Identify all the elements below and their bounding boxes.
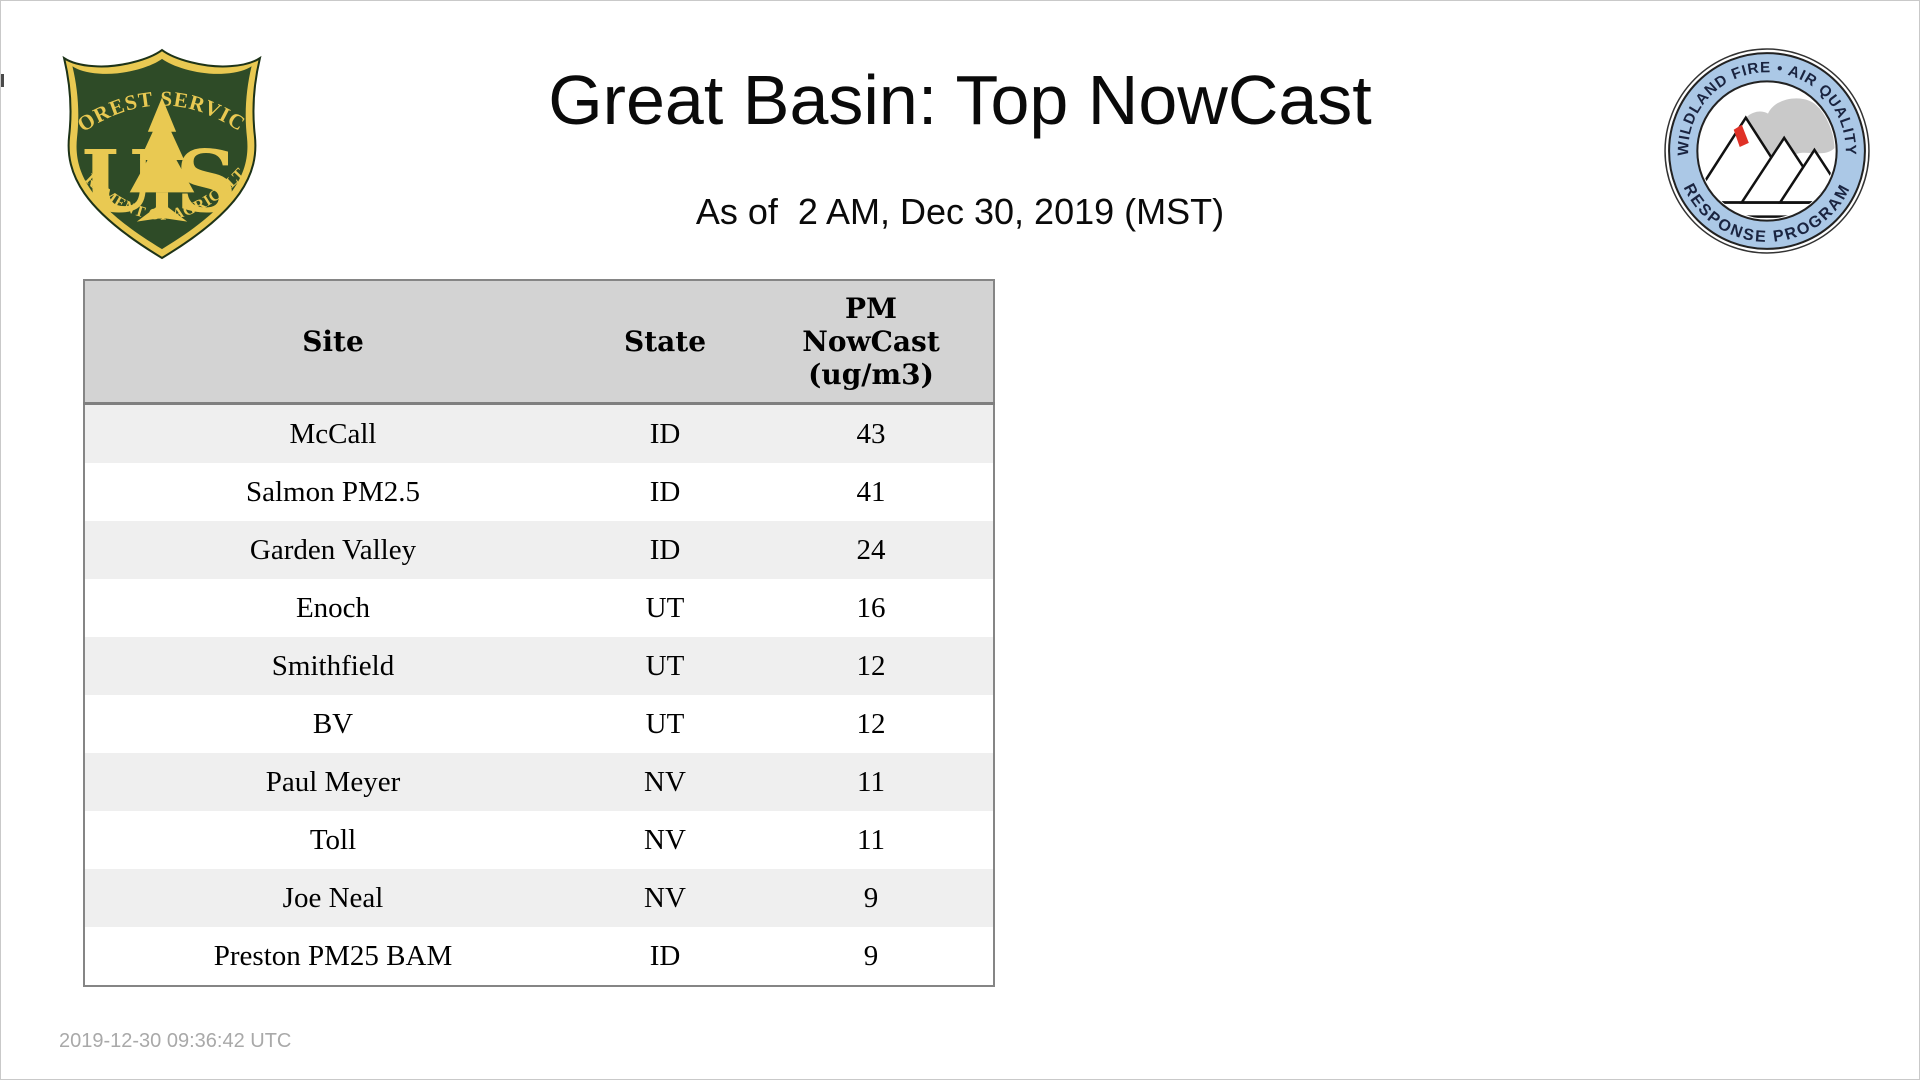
site-cell: Preston PM25 BAM xyxy=(213,939,453,972)
state-cell: ID xyxy=(649,475,681,508)
state-cell: NV xyxy=(644,881,686,914)
site-cell: Garden Valley xyxy=(249,533,417,566)
value-cell: 9 xyxy=(863,881,879,914)
footer-timestamp: 2019-12-30 09:36:42 UTC xyxy=(59,1030,292,1052)
value-cell: 12 xyxy=(856,707,886,740)
state-cell: ID xyxy=(649,417,681,450)
value-cell: 12 xyxy=(856,649,886,682)
nowcast-table: Site State PM NowCast (ug/m3) McCall ID … xyxy=(83,279,995,987)
table-row: McCall ID 43 xyxy=(84,403,994,463)
state-cell: UT xyxy=(645,591,685,624)
state-cell: NV xyxy=(644,765,686,798)
edge-artifact xyxy=(1,74,4,87)
usfs-logo: FOREST SERVICE U S DEPARTMENT OF AGRICUL… xyxy=(59,47,262,260)
pine-tree-icon xyxy=(129,97,195,222)
table-row: Salmon PM2.5 ID 41 xyxy=(84,463,994,521)
site-cell: Smithfield xyxy=(271,649,395,682)
value-cell: 43 xyxy=(856,417,886,450)
col-header-pm-nowcast: PM NowCast (ug/m3) xyxy=(749,280,994,405)
value-cell: 11 xyxy=(857,823,885,856)
state-cell: UT xyxy=(645,649,685,682)
value-cell: 41 xyxy=(856,475,886,508)
table-row: Toll NV 11 xyxy=(84,811,994,869)
value-cell: 9 xyxy=(863,939,879,972)
site-cell: Salmon PM2.5 xyxy=(245,475,421,508)
pm-header-line1: PM xyxy=(844,291,898,325)
table-row: Smithfield UT 12 xyxy=(84,637,994,695)
site-cell: Paul Meyer xyxy=(265,765,401,798)
table-row: Paul Meyer NV 11 xyxy=(84,753,994,811)
pm-header-line2: NowCast xyxy=(802,324,940,358)
table-row: BV UT 12 xyxy=(84,695,994,753)
col-header-site: Site xyxy=(84,280,581,405)
site-cell: Toll xyxy=(309,823,357,856)
table-row: Joe Neal NV 9 xyxy=(84,869,994,927)
value-cell: 24 xyxy=(856,533,886,566)
state-cell: ID xyxy=(649,939,681,972)
state-cell: UT xyxy=(645,707,685,740)
pm-header-line3: (ug/m3) xyxy=(808,358,934,392)
state-cell: ID xyxy=(649,533,681,566)
site-cell: McCall xyxy=(289,417,377,450)
site-cell: BV xyxy=(312,707,354,740)
page-title: Great Basin: Top NowCast xyxy=(548,61,1372,139)
site-cell: Joe Neal xyxy=(282,881,384,914)
col-header-state: State xyxy=(581,280,749,405)
wfaqrp-logo: WILDLAND FIRE • AIR QUALITY RESPONSE PRO… xyxy=(1664,48,1870,254)
site-cell: Enoch xyxy=(295,591,371,624)
flame-icon xyxy=(1733,124,1749,147)
table-row: Preston PM25 BAM ID 9 xyxy=(84,927,994,986)
table-row: Garden Valley ID 24 xyxy=(84,521,994,579)
smoke-plume xyxy=(1739,98,1835,158)
page-subtitle: As of 2 AM, Dec 30, 2019 (MST) xyxy=(695,191,1225,232)
value-cell: 11 xyxy=(857,765,885,798)
value-cell: 16 xyxy=(856,591,886,624)
table-header-row: Site State PM NowCast (ug/m3) xyxy=(84,280,994,405)
table-row: Enoch UT 16 xyxy=(84,579,994,637)
state-cell: NV xyxy=(644,823,686,856)
